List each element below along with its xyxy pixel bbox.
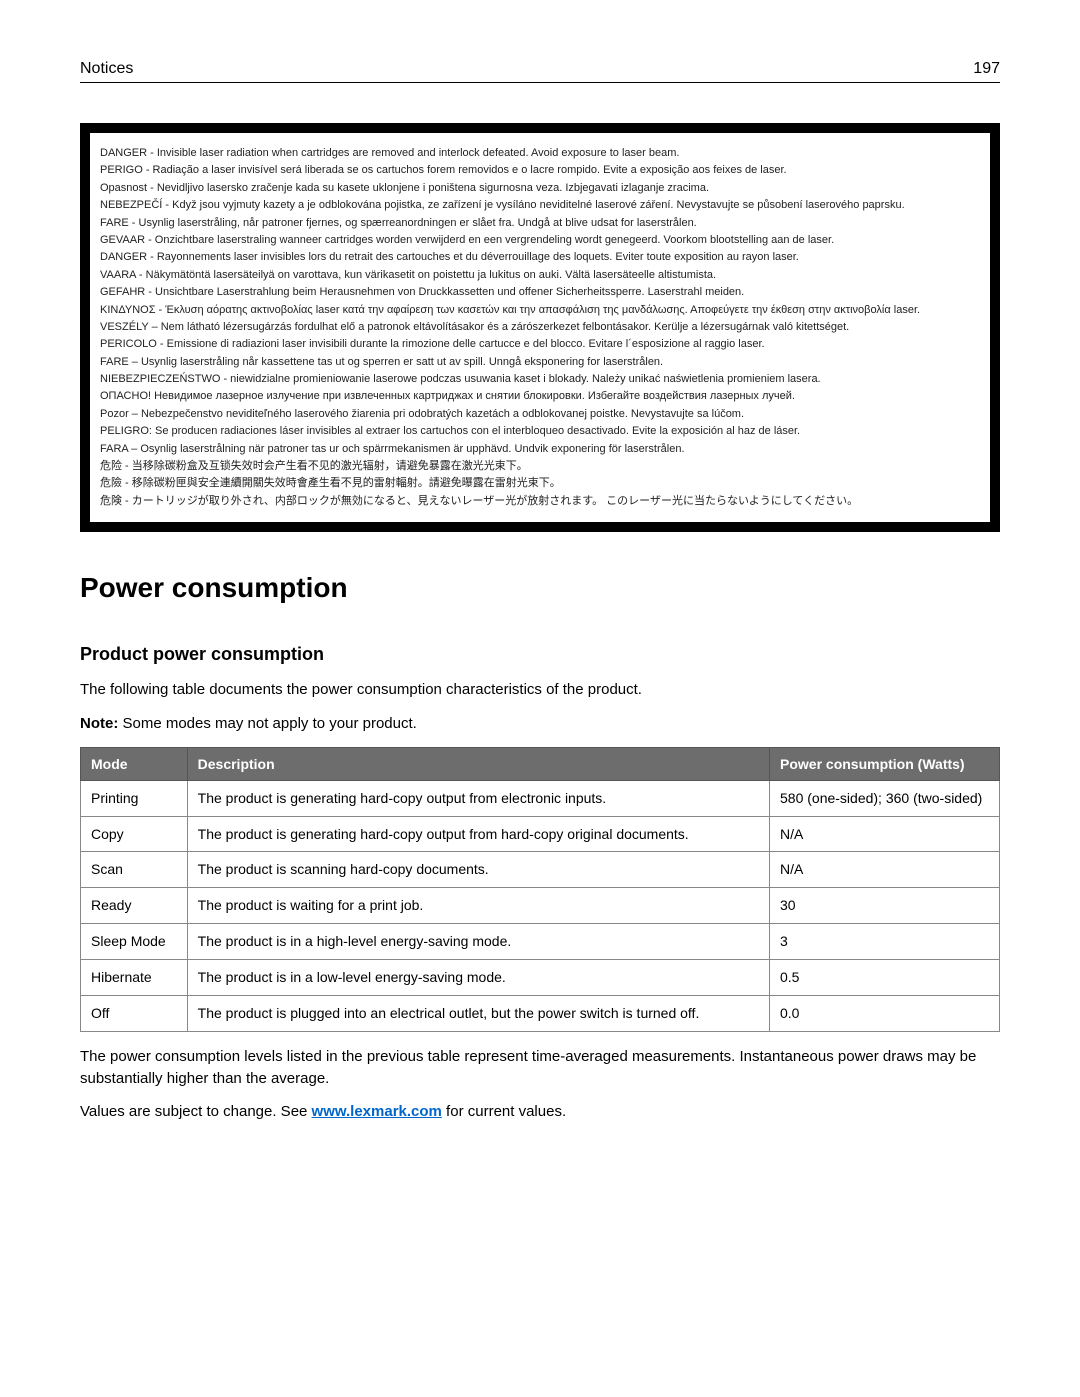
warning-line: ΚΙΝΔΥΝΟΣ - Έκλυση αόρατης ακτινοβολίας l… (100, 302, 980, 319)
table-cell-mode: Ready (81, 888, 188, 924)
warning-line: Pozor – Nebezpečenstvo neviditeľného las… (100, 406, 980, 423)
warning-line: PERIGO - Radiação a laser invisível será… (100, 162, 980, 179)
table-cell-power: 30 (770, 888, 1000, 924)
table-row: HibernateThe product is in a low-level e… (81, 960, 1000, 996)
power-consumption-table: Mode Description Power consumption (Watt… (80, 747, 1000, 1032)
note-text: Some modes may not apply to your product… (118, 715, 416, 732)
table-header-row: Mode Description Power consumption (Watt… (81, 747, 1000, 780)
warning-line: PELIGRO: Se producen radiaciones láser i… (100, 423, 980, 440)
warning-line: ОПАСНО! Невидимое лазерное излучение при… (100, 388, 980, 405)
col-header-power: Power consumption (Watts) (770, 747, 1000, 780)
table-row: OffThe product is plugged into an electr… (81, 996, 1000, 1032)
intro-paragraph: The following table documents the power … (80, 679, 1000, 701)
page: Notices 197 DANGER - Invisible laser rad… (0, 0, 1080, 1215)
col-header-description: Description (187, 747, 769, 780)
section-title-power-consumption: Power consumption (80, 572, 1000, 604)
warning-line: 危険 - カートリッジが取り外され、内部ロックが無効になると、見えないレーザー光… (100, 493, 980, 510)
table-cell-desc: The product is generating hard-copy outp… (187, 816, 769, 852)
table-row: PrintingThe product is generating hard-c… (81, 780, 1000, 816)
laser-warning-box: DANGER - Invisible laser radiation when … (80, 123, 1000, 532)
warning-line: VAARA - Näkymätöntä lasersäteilyä on var… (100, 267, 980, 284)
warning-line: FARE - Usynlig laserstråling, når patron… (100, 215, 980, 232)
warning-line: FARA – Osynlig laserstrålning när patron… (100, 441, 980, 458)
table-row: CopyThe product is generating hard-copy … (81, 816, 1000, 852)
warning-line: DANGER - Invisible laser radiation when … (100, 145, 980, 162)
table-cell-mode: Scan (81, 852, 188, 888)
page-header: Notices 197 (80, 60, 1000, 83)
warning-line: PERICOLO - Emissione di radiazioni laser… (100, 336, 980, 353)
warning-line: Opasnost - Nevidljivo lasersko zračenje … (100, 180, 980, 197)
table-row: Sleep ModeThe product is in a high-level… (81, 924, 1000, 960)
values-change-paragraph: Values are subject to change. See www.le… (80, 1101, 1000, 1123)
table-cell-power: 3 (770, 924, 1000, 960)
warning-line: GEVAAR - Onzichtbare laserstraling wanne… (100, 232, 980, 249)
table-cell-power: 580 (one-sided); 360 (two-sided) (770, 780, 1000, 816)
lexmark-link[interactable]: www.lexmark.com (312, 1103, 442, 1120)
warning-line: 危险 - 当移除碳粉盒及互锁失效时会产生看不见的激光辐射，请避免暴露在激光光束下… (100, 458, 980, 475)
table-cell-power: N/A (770, 852, 1000, 888)
table-cell-mode: Sleep Mode (81, 924, 188, 960)
warning-line: DANGER - Rayonnements laser invisibles l… (100, 249, 980, 266)
subsection-title-product-power: Product power consumption (80, 644, 1000, 665)
note-label: Note: (80, 715, 118, 732)
header-left: Notices (80, 60, 133, 78)
table-row: ReadyThe product is waiting for a print … (81, 888, 1000, 924)
table-cell-power: 0.5 (770, 960, 1000, 996)
table-cell-desc: The product is generating hard-copy outp… (187, 780, 769, 816)
col-header-mode: Mode (81, 747, 188, 780)
table-cell-mode: Off (81, 996, 188, 1032)
table-cell-desc: The product is in a low-level energy-sav… (187, 960, 769, 996)
warning-line: NEBEZPEČÍ - Když jsou vyjmuty kazety a j… (100, 197, 980, 214)
table-cell-desc: The product is in a high-level energy-sa… (187, 924, 769, 960)
values-prefix: Values are subject to change. See (80, 1103, 312, 1120)
table-cell-desc: The product is scanning hard-copy docume… (187, 852, 769, 888)
table-cell-desc: The product is plugged into an electrica… (187, 996, 769, 1032)
table-cell-mode: Printing (81, 780, 188, 816)
header-page-number: 197 (973, 60, 1000, 78)
table-cell-power: N/A (770, 816, 1000, 852)
table-row: ScanThe product is scanning hard-copy do… (81, 852, 1000, 888)
table-cell-power: 0.0 (770, 996, 1000, 1032)
warning-line: NIEBEZPIECZEŃSTWO - niewidzialne promien… (100, 371, 980, 388)
table-cell-desc: The product is waiting for a print job. (187, 888, 769, 924)
warning-line: FARE – Usynlig laserstråling når kassett… (100, 354, 980, 371)
table-cell-mode: Copy (81, 816, 188, 852)
table-cell-mode: Hibernate (81, 960, 188, 996)
warning-line: GEFAHR - Unsichtbare Laserstrahlung beim… (100, 284, 980, 301)
warning-line: VESZÉLY – Nem látható lézersugárzás ford… (100, 319, 980, 336)
after-table-paragraph: The power consumption levels listed in t… (80, 1046, 1000, 1090)
values-suffix: for current values. (442, 1103, 566, 1120)
warning-line: 危險 - 移除碳粉匣與安全連續開關失效時會產生看不見的雷射輻射。請避免曝露在雷射… (100, 475, 980, 492)
note-paragraph: Note: Some modes may not apply to your p… (80, 713, 1000, 735)
